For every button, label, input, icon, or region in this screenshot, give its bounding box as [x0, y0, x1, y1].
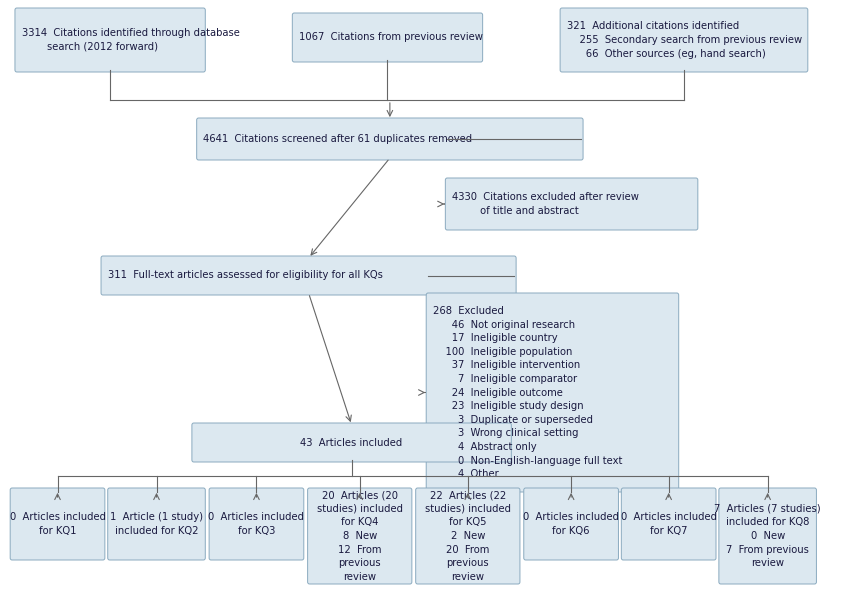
Text: 321  Additional citations identified
    255  Secondary search from previous rev: 321 Additional citations identified 255 … — [567, 21, 802, 59]
Text: 1  Article (1 study)
included for KQ2: 1 Article (1 study) included for KQ2 — [110, 512, 203, 536]
Text: 1067  Citations from previous review: 1067 Citations from previous review — [299, 32, 483, 43]
FancyBboxPatch shape — [209, 488, 303, 560]
FancyBboxPatch shape — [192, 423, 512, 462]
Text: 311  Full-text articles assessed for eligibility for all KQs: 311 Full-text articles assessed for elig… — [108, 270, 382, 281]
Text: 0  Articles included
for KQ3: 0 Articles included for KQ3 — [208, 512, 304, 536]
Text: 268  Excluded
      46  Not original research
      17  Ineligible country
    1: 268 Excluded 46 Not original research 17… — [433, 306, 622, 479]
FancyBboxPatch shape — [426, 293, 678, 492]
Text: 22  Articles (22
studies) included
for KQ5
2  New
20  From
previous
review: 22 Articles (22 studies) included for KQ… — [425, 490, 511, 582]
FancyBboxPatch shape — [621, 488, 716, 560]
FancyBboxPatch shape — [101, 256, 516, 295]
FancyBboxPatch shape — [196, 118, 583, 160]
Text: 4330  Citations excluded after review
         of title and abstract: 4330 Citations excluded after review of … — [452, 192, 639, 216]
FancyBboxPatch shape — [560, 8, 807, 72]
Text: 4641  Citations screened after 61 duplicates removed: 4641 Citations screened after 61 duplica… — [203, 134, 473, 144]
FancyBboxPatch shape — [108, 488, 206, 560]
FancyBboxPatch shape — [15, 8, 206, 72]
FancyBboxPatch shape — [292, 13, 483, 62]
FancyBboxPatch shape — [308, 488, 412, 584]
FancyBboxPatch shape — [524, 488, 619, 560]
FancyBboxPatch shape — [10, 488, 105, 560]
FancyBboxPatch shape — [416, 488, 520, 584]
Text: 0  Articles included
for KQ7: 0 Articles included for KQ7 — [620, 512, 717, 536]
Text: 0  Articles included
for KQ1: 0 Articles included for KQ1 — [9, 512, 105, 536]
FancyBboxPatch shape — [445, 178, 698, 230]
FancyBboxPatch shape — [719, 488, 816, 584]
Text: 20  Articles (20
studies) included
for KQ4
8  New
12  From
previous
review: 20 Articles (20 studies) included for KQ… — [317, 490, 403, 582]
Text: 43  Articles included: 43 Articles included — [301, 437, 403, 448]
Text: 0  Articles included
for KQ6: 0 Articles included for KQ6 — [523, 512, 619, 536]
Text: 3314  Citations identified through database
        search (2012 forward): 3314 Citations identified through databa… — [21, 28, 240, 52]
Text: 7  Articles (7 studies)
included for KQ8
0  New
7  From previous
review: 7 Articles (7 studies) included for KQ8 … — [714, 504, 821, 568]
